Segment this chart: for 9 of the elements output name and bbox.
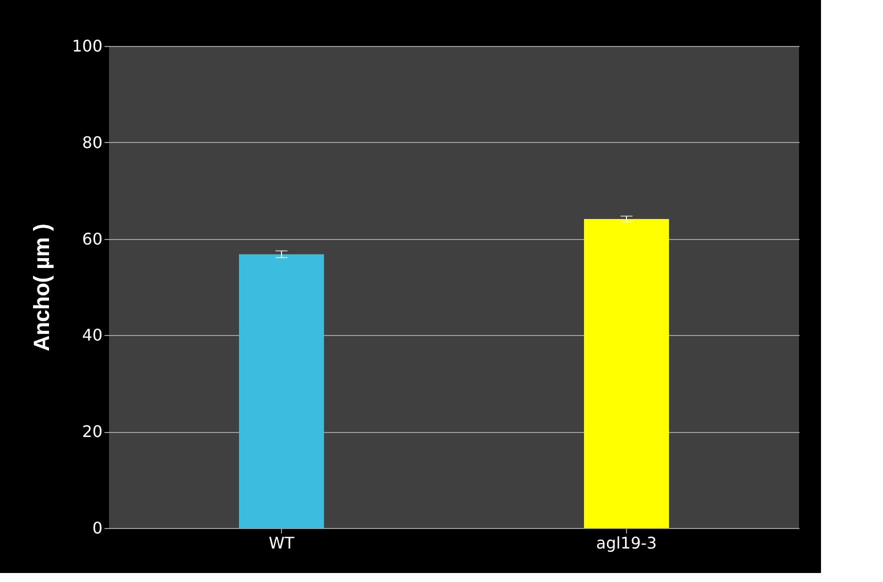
x-tick-label: agl19-3 [596, 534, 657, 552]
y-axis-title: Ancho( µm ) [28, 224, 54, 352]
y-tick-label: 40 [82, 326, 102, 345]
y-tick-label: 60 [82, 229, 102, 248]
y-tick-label: 100 [72, 36, 102, 56]
y-tick-label: 80 [82, 132, 102, 152]
x-tick-label: WT [268, 534, 295, 552]
y-tick-label: 0 [92, 518, 102, 538]
y-tick-label: 20 [82, 422, 102, 442]
